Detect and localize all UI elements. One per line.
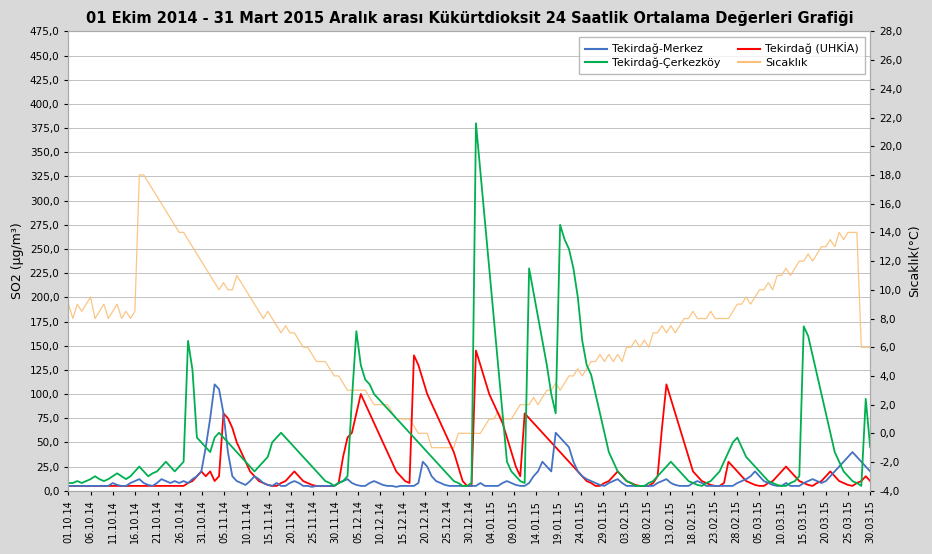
Y-axis label: Sıcaklık(°C): Sıcaklık(°C) [908,225,921,297]
Y-axis label: SO2 (µg/m³): SO2 (µg/m³) [11,223,24,300]
Legend: Tekirdağ-Merkez, Tekirdağ-Çerkezköy, Tekirdağ (UHKİA), Sıcaklık: Tekirdağ-Merkez, Tekirdağ-Çerkezköy, Tek… [579,37,865,74]
Title: 01 Ekim 2014 - 31 Mart 2015 Aralık arası Kükürtdioksit 24 Saatlik Ortalama Değer: 01 Ekim 2014 - 31 Mart 2015 Aralık arası… [86,11,853,26]
